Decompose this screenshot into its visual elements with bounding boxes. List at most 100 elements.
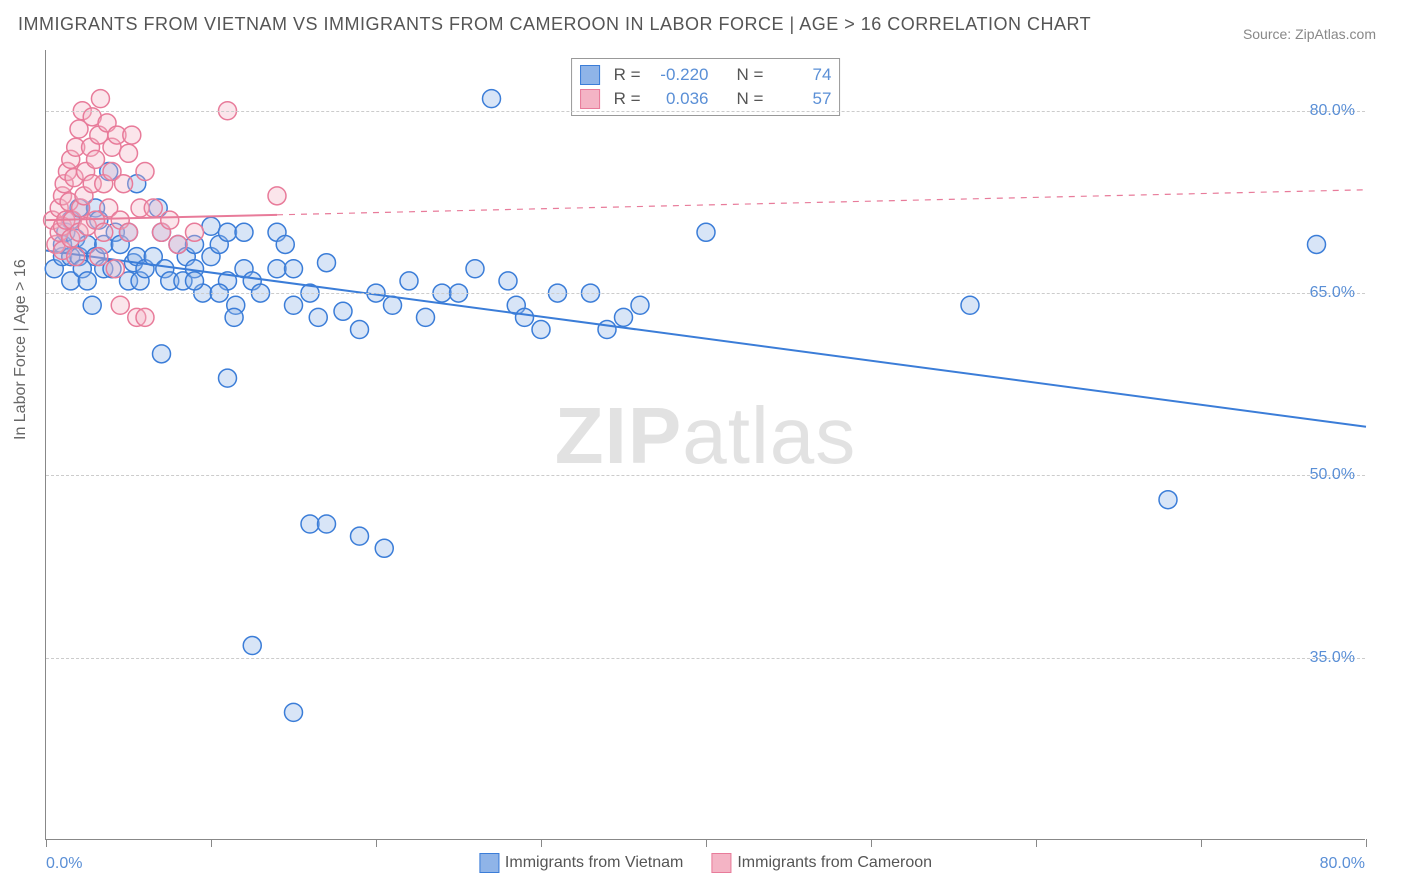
data-point (268, 187, 286, 205)
data-point (1308, 235, 1326, 253)
data-point (243, 637, 261, 655)
data-point (111, 296, 129, 314)
data-point (466, 260, 484, 278)
chart-title: IMMIGRANTS FROM VIETNAM VS IMMIGRANTS FR… (18, 14, 1091, 35)
data-point (202, 217, 220, 235)
data-point (351, 527, 369, 545)
data-point (219, 369, 237, 387)
legend-item: Immigrants from Cameroon (711, 853, 932, 873)
gridline-h (46, 111, 1365, 112)
data-point (334, 302, 352, 320)
data-point (400, 272, 418, 290)
data-point (268, 260, 286, 278)
data-point (384, 296, 402, 314)
x-tick (706, 839, 707, 847)
data-point (153, 345, 171, 363)
data-point (106, 260, 124, 278)
data-point (351, 321, 369, 339)
legend-label: Immigrants from Vietnam (505, 854, 683, 871)
x-tick (1366, 839, 1367, 847)
data-point (285, 260, 303, 278)
gridline-h (46, 293, 1365, 294)
corr-R-value: -0.220 (649, 65, 709, 85)
corr-N-value: 57 (771, 89, 831, 109)
scatter-svg (46, 50, 1365, 839)
legend-swatch (479, 853, 499, 873)
correlation-legend: R = -0.220 N = 74 R = 0.036 N = 57 (571, 58, 841, 116)
corr-N-label: N = (737, 65, 764, 85)
data-point (309, 308, 327, 326)
y-tick-label: 35.0% (1310, 649, 1355, 667)
corr-R-label: R = (614, 65, 641, 85)
corr-R-label: R = (614, 89, 641, 109)
data-point (375, 539, 393, 557)
data-point (697, 223, 715, 241)
plot-area: ZIPatlas R =-0.220N =74R =0.036N =57 0.0… (45, 50, 1365, 840)
x-tick (541, 839, 542, 847)
x-tick (376, 839, 377, 847)
data-point (285, 296, 303, 314)
data-point (318, 254, 336, 272)
x-tick (1201, 839, 1202, 847)
legend-label: Immigrants from Cameroon (737, 854, 932, 871)
x-tick (46, 839, 47, 847)
data-point (120, 223, 138, 241)
data-point (186, 223, 204, 241)
corr-legend-row: R = -0.220 N = 74 (580, 63, 832, 87)
gridline-h (46, 658, 1365, 659)
data-point (115, 175, 133, 193)
data-point (615, 308, 633, 326)
corr-N-value: 74 (771, 65, 831, 85)
data-point (219, 223, 237, 241)
data-point (136, 308, 154, 326)
data-point (161, 211, 179, 229)
data-point (136, 163, 154, 181)
x-tick (1036, 839, 1037, 847)
y-tick-label: 80.0% (1310, 102, 1355, 120)
legend-swatch (711, 853, 731, 873)
source-label: Source: ZipAtlas.com (1243, 26, 1376, 42)
trend-line-dashed (277, 190, 1366, 215)
y-tick-label: 65.0% (1310, 284, 1355, 302)
data-point (67, 248, 85, 266)
data-point (276, 235, 294, 253)
data-point (285, 703, 303, 721)
data-point (78, 272, 96, 290)
data-point (95, 223, 113, 241)
data-point (169, 235, 187, 253)
legend-swatch (580, 65, 600, 85)
x-tick (211, 839, 212, 847)
y-axis-label: In Labor Force | Age > 16 (12, 259, 30, 440)
data-point (961, 296, 979, 314)
y-tick-label: 50.0% (1310, 466, 1355, 484)
data-point (83, 296, 101, 314)
corr-N-label: N = (737, 89, 764, 109)
data-point (144, 199, 162, 217)
data-point (90, 248, 108, 266)
data-point (91, 90, 109, 108)
gridline-h (46, 475, 1365, 476)
data-point (235, 223, 253, 241)
data-point (499, 272, 517, 290)
data-point (120, 144, 138, 162)
data-point (123, 126, 141, 144)
data-point (225, 308, 243, 326)
legend-swatch (580, 89, 600, 109)
data-point (483, 90, 501, 108)
corr-R-value: 0.036 (649, 89, 709, 109)
data-point (1159, 491, 1177, 509)
data-point (417, 308, 435, 326)
data-point (186, 272, 204, 290)
x-axis-min-label: 0.0% (46, 855, 82, 873)
corr-legend-row: R = 0.036 N = 57 (580, 87, 832, 111)
data-point (532, 321, 550, 339)
x-tick (871, 839, 872, 847)
data-point (318, 515, 336, 533)
series-legend: Immigrants from Vietnam Immigrants from C… (479, 853, 932, 873)
legend-item: Immigrants from Vietnam (479, 853, 683, 873)
data-point (516, 308, 534, 326)
data-point (87, 150, 105, 168)
trend-line (46, 251, 1366, 427)
data-point (598, 321, 616, 339)
data-point (631, 296, 649, 314)
